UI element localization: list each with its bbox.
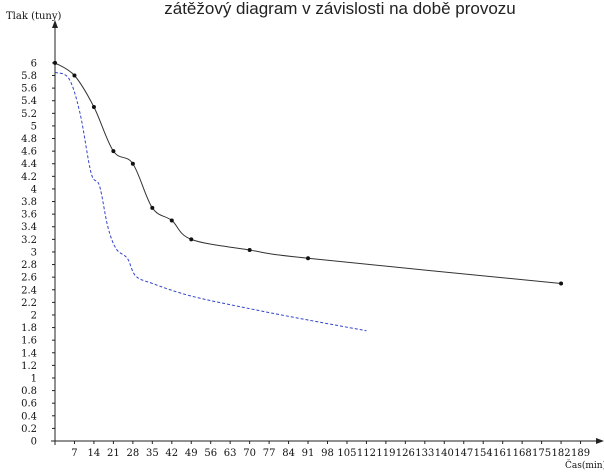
x-tick-label: 133 <box>415 448 434 459</box>
x-tick-label: 161 <box>493 448 512 459</box>
x-tick-label: 42 <box>165 448 178 459</box>
y-tick-label: 5.6 <box>21 84 37 95</box>
chart-title: zátěžový diagram v závislosti na době pr… <box>164 0 516 18</box>
x-tick-label: 77 <box>263 448 276 459</box>
y-tick-label: 2.8 <box>21 260 37 271</box>
y-tick-label: 0.6 <box>21 399 37 410</box>
y-tick-label: 4.4 <box>21 159 37 170</box>
y-tick-label: 4.6 <box>21 147 37 158</box>
series-1-point <box>130 161 135 166</box>
x-tick-label: 14 <box>88 448 101 459</box>
x-tick-label: 91 <box>302 448 315 459</box>
x-tick-label: 112 <box>357 448 376 459</box>
y-tick-label: 1 <box>31 373 37 384</box>
x-tick-label: 98 <box>321 448 334 459</box>
y-tick-label: 3.6 <box>21 210 37 221</box>
y-tick-label: 0.8 <box>21 386 37 397</box>
y-tick-label: 4 <box>31 184 37 195</box>
x-tick-label: 126 <box>396 448 415 459</box>
y-tick-label: 2.2 <box>21 298 37 309</box>
x-tick-label: 28 <box>126 448 139 459</box>
x-tick-label: 21 <box>107 448 120 459</box>
series-1-point <box>559 281 564 286</box>
y-tick-label: 0.2 <box>21 424 37 435</box>
series-1-point <box>189 237 194 242</box>
y-tick-label: 4.8 <box>21 134 37 145</box>
x-tick-label: 119 <box>376 448 395 459</box>
series-1-point <box>111 149 116 154</box>
y-tick-label: 3.8 <box>21 197 37 208</box>
x-tick-label: 154 <box>474 448 493 459</box>
y-tick-label: 5 <box>31 121 37 132</box>
x-tick-label: 35 <box>146 448 159 459</box>
y-tick-label: 4.2 <box>21 172 37 183</box>
series-1-line <box>54 62 562 284</box>
y-tick-label: 3 <box>31 247 37 258</box>
x-tick-label: 147 <box>454 448 473 459</box>
y-tick-label: 6 <box>31 58 37 69</box>
x-axis-arrow <box>596 438 604 444</box>
y-tick-label: 1.4 <box>21 348 37 359</box>
x-tick-label: 56 <box>204 448 217 459</box>
x-tick-label: 140 <box>435 448 454 459</box>
y-tick-label: 5.4 <box>21 96 37 107</box>
x-axis-label: Čas(min) <box>565 459 604 471</box>
x-tick-label: 49 <box>185 448 198 459</box>
series-1-point <box>53 60 57 65</box>
x-tick-label: 189 <box>571 448 590 459</box>
y-tick-label: 5.2 <box>21 109 37 120</box>
y-tick-label: 0 <box>31 437 37 448</box>
y-tick-label: 1.8 <box>21 323 37 334</box>
x-tick-label: 105 <box>337 448 356 459</box>
y-tick-label: 3.4 <box>21 222 37 233</box>
y-tick-label: 1.2 <box>21 361 37 372</box>
series-layer <box>53 60 564 332</box>
x-tick-label: 168 <box>513 448 532 459</box>
y-tick-label: 0.4 <box>21 411 37 422</box>
y-axis-ticks: 0 0.2 0.40.6 0.8 11.2 1.41.6 1.8 22.2 2.42.6 2.8 3… <box>21 58 55 448</box>
x-tick-label: 7 <box>71 448 77 459</box>
x-tick-label: 175 <box>532 448 551 459</box>
x-tick-label: 84 <box>282 448 295 459</box>
x-tick-label: 182 <box>552 448 571 459</box>
axes <box>51 20 604 445</box>
x-tick-label: 70 <box>243 448 256 459</box>
y-tick-label: 2.4 <box>21 285 37 296</box>
series-2-line <box>54 71 367 332</box>
x-tick-label: 63 <box>224 448 237 459</box>
series-1-point <box>150 205 155 210</box>
y-axis-arrow <box>52 20 58 28</box>
series-1-point <box>72 73 77 78</box>
series-1-point <box>247 248 252 253</box>
series-1-point <box>306 256 311 261</box>
y-tick-label: 2.6 <box>21 273 37 284</box>
y-axis-label: Tlak (tuny) <box>6 11 62 22</box>
y-tick-label: 1.6 <box>21 336 37 347</box>
x-axis-ticks: 7 14 21 28 35 42 49 56 63 70 77 84 91 98 105 112 119 126 1… <box>71 441 590 459</box>
series-1-point <box>169 218 174 223</box>
series-1-point <box>91 105 96 110</box>
y-tick-label: 3.2 <box>21 235 37 246</box>
y-tick-label: 2 <box>31 310 37 321</box>
y-tick-label: 5.8 <box>21 71 37 82</box>
